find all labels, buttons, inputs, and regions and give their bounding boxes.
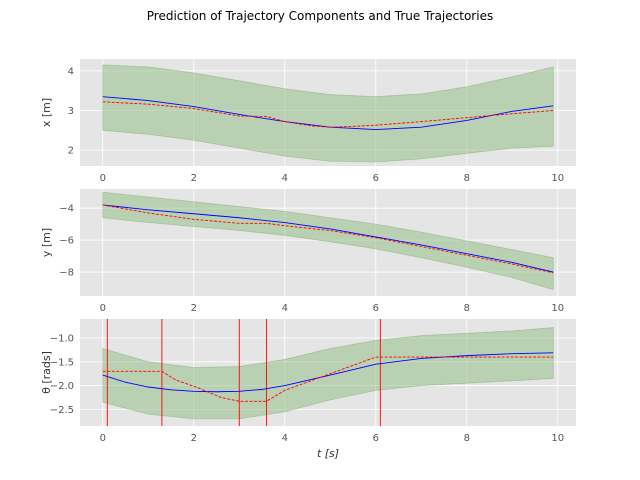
x-tick-label: 0 <box>100 433 106 444</box>
y-axis-label: x [m] <box>40 98 53 127</box>
y-tick-label: −1.0 <box>50 334 74 345</box>
y-tick-label: 4 <box>68 66 74 77</box>
x-tick-label: 8 <box>464 433 470 444</box>
x-tick-label: 8 <box>464 173 470 184</box>
x-tick-label: 6 <box>373 303 379 314</box>
x-tick-label: 2 <box>191 303 197 314</box>
chart-title: Prediction of Trajectory Components and … <box>147 9 493 23</box>
y-tick-label: −2.0 <box>50 381 74 392</box>
uncertainty-band <box>102 327 554 420</box>
x-tick-label: 0 <box>100 173 106 184</box>
x-tick-label: 10 <box>551 433 564 444</box>
y-axis-label: y [m] <box>40 228 53 257</box>
x-tick-label: 10 <box>551 303 564 314</box>
x-tick-label: 10 <box>551 173 564 184</box>
y-tick-label: −1.5 <box>50 357 74 368</box>
subplot-3: 0 2 4 6 8 10 −2.5 −2.0 −1.5 −1.0 θ [rads] <box>40 319 576 444</box>
x-tick-label: 0 <box>100 303 106 314</box>
uncertainty-band <box>102 191 554 291</box>
x-tick-label: 4 <box>282 303 288 314</box>
y-tick-label: 2 <box>68 146 74 157</box>
prediction-line <box>102 352 554 393</box>
subplots: 0 2 4 6 8 10 2 3 4 x [m] 0 2 4 6 8 10 −8 −6 −4 y [m] 0 2 4 6 8 10… <box>40 59 576 444</box>
x-tick-label: 8 <box>464 303 470 314</box>
x-tick-label: 4 <box>282 433 288 444</box>
x-tick-label: 2 <box>191 173 197 184</box>
y-axis-label: θ [rads] <box>40 351 53 394</box>
x-tick-label: 6 <box>373 433 379 444</box>
x-axis-label: t [s] <box>317 447 339 460</box>
y-tick-label: 3 <box>68 106 74 117</box>
uncertainty-band <box>102 64 554 163</box>
x-tick-label: 6 <box>373 173 379 184</box>
prediction-line <box>102 204 554 273</box>
y-tick-label: −4 <box>59 204 74 215</box>
y-tick-label: −6 <box>59 236 74 247</box>
true-trajectory-line <box>102 356 554 402</box>
x-tick-label: 2 <box>191 433 197 444</box>
subplot-1: 0 2 4 6 8 10 2 3 4 x [m] <box>40 59 576 184</box>
subplot-2: 0 2 4 6 8 10 −8 −6 −4 y [m] <box>40 189 576 314</box>
true-trajectory-line <box>102 204 554 274</box>
x-tick-label: 4 <box>282 173 288 184</box>
y-tick-label: −2.5 <box>50 405 74 416</box>
y-tick-label: −8 <box>59 268 74 279</box>
